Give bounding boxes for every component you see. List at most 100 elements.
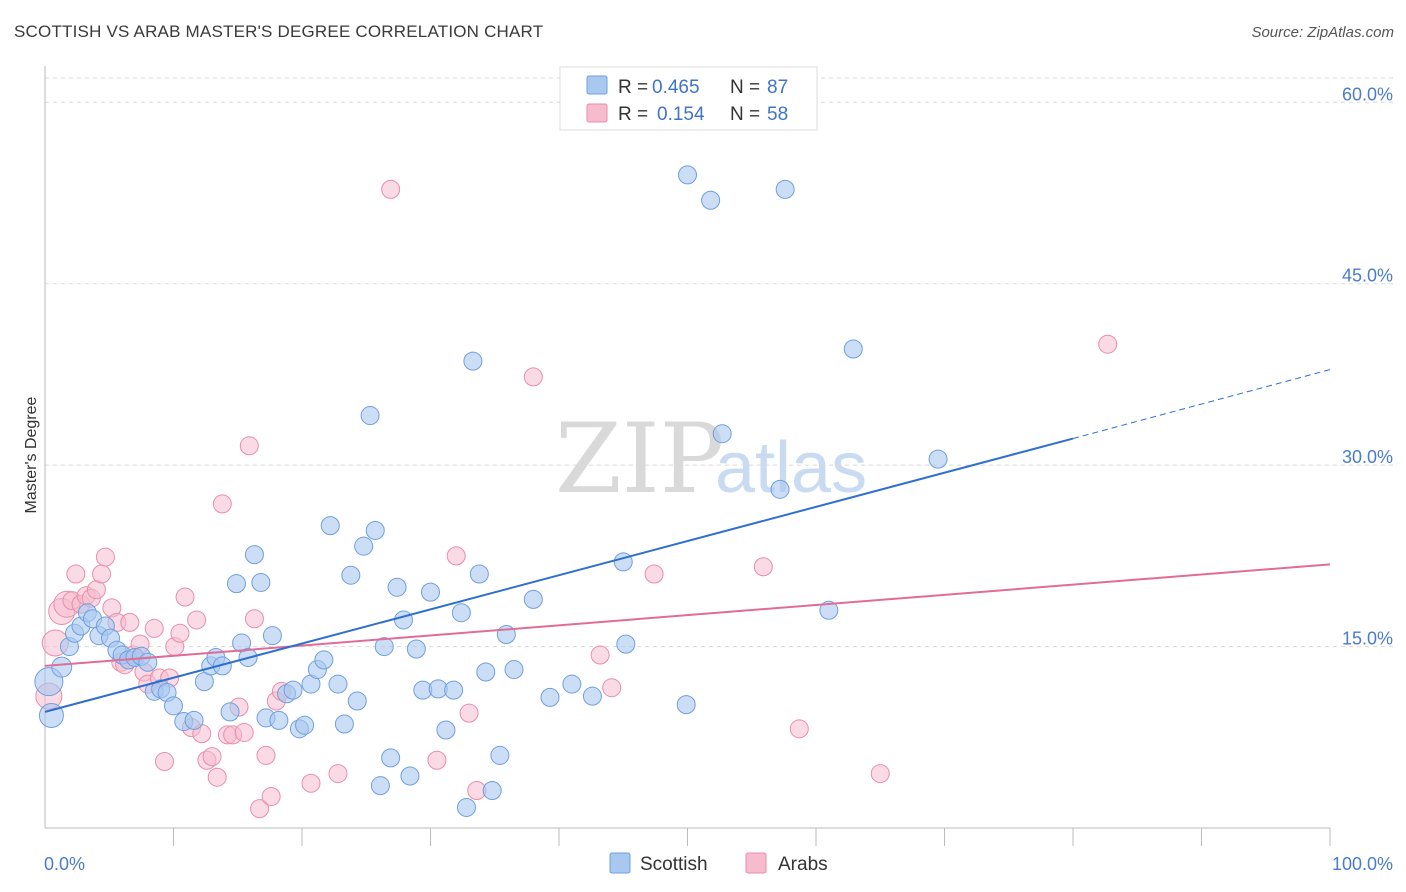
- scottish-point: [456, 797, 476, 817]
- scottish-point: [678, 165, 697, 185]
- legend-swatch-arabs: [586, 103, 608, 123]
- scottish-point: [712, 424, 732, 444]
- arabs-point: [170, 623, 190, 643]
- scottish-point: [226, 574, 246, 594]
- scottish-point: [334, 714, 354, 734]
- scottish-point: [320, 516, 340, 536]
- arabs-point: [753, 557, 773, 577]
- scottish-point: [220, 702, 240, 722]
- legend-r-value-2: 0.154: [657, 104, 705, 125]
- y-tick-label: 15.0%: [1342, 629, 1393, 649]
- scottish-point: [490, 745, 510, 765]
- y-tick-label: 45.0%: [1342, 266, 1393, 286]
- scottish-trend-extension: [1072, 369, 1331, 440]
- scottish-point: [341, 565, 361, 585]
- scottish-point: [244, 545, 264, 565]
- bottom-legend-swatch-arabs: [745, 852, 767, 874]
- scottish-point: [354, 536, 374, 556]
- scottish-point: [347, 691, 367, 711]
- scottish-point: [562, 674, 582, 694]
- arabs-point: [234, 722, 254, 742]
- arabs-point: [602, 678, 622, 698]
- legend-n-value-1: 87: [767, 77, 788, 98]
- scottish-point: [295, 715, 315, 735]
- arabs-point: [870, 764, 890, 784]
- series-legend: Scottish Arabs: [609, 852, 828, 875]
- scottish-point: [212, 656, 232, 676]
- scottish-point: [138, 652, 158, 672]
- arabs-point: [120, 612, 140, 632]
- legend-swatch-scottish: [586, 75, 608, 95]
- arabs-point: [250, 799, 270, 819]
- x-axis-ticks: [173, 828, 1331, 846]
- scottish-point: [365, 520, 385, 540]
- scottish-point: [819, 600, 839, 620]
- legend-r-label-1: R =: [618, 77, 648, 98]
- arabs-point: [212, 494, 232, 514]
- arabs-point: [155, 751, 175, 771]
- scottish-point: [843, 339, 863, 359]
- arabs-point: [301, 773, 321, 793]
- arabs-point: [187, 610, 207, 630]
- scottish-point: [164, 696, 183, 716]
- arabs-point: [1098, 334, 1118, 354]
- scottish-point: [283, 680, 303, 700]
- watermark-atlas: atlas: [715, 428, 867, 508]
- scottish-point: [328, 674, 348, 694]
- x-tick-label-min: 0.0%: [44, 854, 85, 874]
- scottish-point: [370, 776, 390, 796]
- arabs-point: [92, 564, 112, 584]
- trend-lines: [44, 369, 1331, 713]
- scottish-point: [504, 660, 524, 680]
- scottish-point: [616, 634, 636, 654]
- scottish-point: [701, 190, 721, 210]
- arabs-point: [446, 546, 466, 566]
- scottish-point: [463, 351, 483, 371]
- scottish-point: [482, 781, 502, 801]
- arabs-trend-line: [44, 563, 1331, 667]
- bottom-legend-scottish: Scottish: [640, 854, 708, 875]
- arabs-point: [381, 179, 401, 199]
- arabs-point: [523, 367, 543, 387]
- scottish-point: [51, 656, 73, 678]
- scottish-trend-line: [44, 437, 1074, 713]
- scottish-point: [476, 662, 496, 682]
- x-tick-label-max: 100.0%: [1332, 854, 1393, 874]
- scottish-point: [582, 686, 602, 706]
- y-axis-label: Master's Degree: [23, 396, 40, 513]
- scottish-point: [676, 695, 696, 715]
- bottom-legend-arabs: Arabs: [778, 854, 828, 875]
- legend-n-label-2: N =: [730, 104, 760, 125]
- arabs-point: [144, 618, 164, 638]
- legend-r-label-2: R =: [618, 104, 648, 125]
- scottish-point: [184, 710, 204, 730]
- arabs-point: [459, 703, 479, 723]
- scottish-point: [540, 687, 560, 707]
- y-tick-label: 30.0%: [1342, 447, 1393, 467]
- legend-r-value-1: 0.465: [652, 77, 700, 98]
- legend-n-label-1: N =: [730, 77, 760, 98]
- scottish-point: [394, 610, 414, 630]
- arabs-point: [427, 750, 447, 770]
- arabs-point: [175, 587, 195, 607]
- arabs-point: [207, 767, 227, 787]
- scottish-points: [34, 165, 948, 817]
- arabs-point: [328, 764, 348, 784]
- scottish-point: [381, 748, 401, 768]
- scottish-point: [444, 680, 464, 700]
- bottom-legend-swatch-scottish: [609, 852, 631, 874]
- arabs-point: [789, 719, 809, 739]
- scottish-point: [770, 479, 790, 499]
- watermark-zip: ZIP: [555, 403, 724, 515]
- gridlines: [45, 77, 1395, 648]
- arabs-point: [244, 609, 264, 629]
- y-tick-label: 60.0%: [1342, 84, 1393, 104]
- arabs-point: [239, 436, 259, 456]
- scottish-point: [775, 179, 795, 199]
- scottish-point: [360, 406, 380, 426]
- scottish-point: [421, 582, 440, 602]
- y-tick-labels: 15.0% 30.0% 45.0% 60.0%: [1342, 84, 1393, 648]
- scottish-point: [314, 650, 334, 670]
- scottish-point: [251, 572, 271, 592]
